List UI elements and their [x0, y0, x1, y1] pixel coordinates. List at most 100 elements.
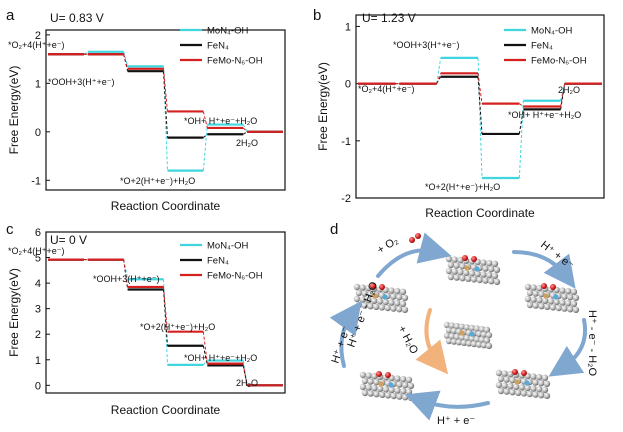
carbon-atom	[536, 386, 543, 393]
step-annotation: *O+2(H⁺+e⁻)+H₂O	[425, 182, 500, 192]
legend-entry: FeMo-N₆-OH	[531, 56, 587, 67]
carbon-atom	[388, 386, 395, 394]
carbon-atom	[365, 372, 372, 379]
carbon-atom	[455, 339, 463, 346]
legend-entry: FeN₄	[207, 256, 229, 267]
carbon-atom	[473, 325, 481, 332]
cycle-arrow	[329, 301, 362, 368]
carbon-atom	[470, 340, 478, 348]
plot-frame	[45, 231, 286, 394]
carbon-atom	[402, 394, 409, 401]
carbon-atom	[547, 298, 555, 305]
carbon-atom	[541, 374, 549, 381]
carbon-atom	[526, 289, 534, 297]
legend-entry: MoN₄-OH	[207, 26, 248, 37]
carbon-atom	[367, 303, 374, 310]
carbon-atom	[390, 293, 397, 300]
metal-atom	[469, 331, 475, 337]
carbon-atom	[443, 332, 451, 339]
legend-entry: FeMo-N₆-OH	[207, 56, 263, 67]
carbon-atom	[458, 334, 466, 341]
carbon-atom	[526, 390, 533, 398]
carbon-atom	[509, 389, 516, 396]
carbon-atom	[450, 338, 458, 345]
catalyst-model	[445, 255, 501, 285]
carbon-atom	[473, 336, 481, 343]
connector	[560, 83, 566, 107]
carbon-atom	[561, 305, 568, 312]
cycle-arrow	[548, 318, 587, 377]
oxygen-atom	[370, 283, 376, 289]
carbon-atom	[493, 266, 501, 273]
connector	[477, 73, 483, 104]
connector	[163, 286, 168, 332]
carbon-atom	[572, 294, 580, 301]
panel-letter-c: c	[6, 221, 14, 238]
carbon-atom	[503, 388, 510, 395]
carbon-atom	[371, 297, 378, 304]
carbon-atom	[445, 327, 453, 334]
carbon-atom	[483, 337, 491, 344]
carbon-atom	[501, 370, 508, 377]
connector	[242, 363, 248, 386]
carbon-atom	[396, 393, 403, 400]
plot-frame	[355, 14, 605, 199]
carbon-atom	[457, 269, 464, 276]
carbon-atom	[394, 288, 401, 295]
y-tick-label: 2	[35, 329, 41, 341]
carbon-atom	[353, 295, 361, 303]
carbon-atom	[361, 302, 368, 309]
connector	[518, 100, 524, 179]
connector	[202, 111, 208, 129]
legend-entry: FeN₄	[531, 41, 553, 52]
step-annotation: 2H₂O	[236, 378, 258, 388]
step-annotation: *OH+ H⁺+e⁻+H₂O	[184, 116, 257, 126]
carbon-atom	[400, 388, 407, 395]
carbon-atom	[524, 295, 532, 303]
metal-atom	[524, 380, 530, 386]
carbon-atom	[549, 304, 557, 311]
carbon-atom	[488, 278, 495, 285]
connector	[436, 73, 442, 84]
carbon-atom	[394, 387, 401, 394]
y-tick-label: 3	[35, 304, 41, 316]
connector	[477, 76, 483, 134]
connector	[560, 83, 566, 110]
carbon-atom	[447, 273, 455, 281]
legend: MoN₄-OH FeN₄ FeMo-N₆-OH	[180, 26, 263, 67]
carbon-atom	[382, 298, 389, 306]
connector	[436, 57, 442, 84]
carbon-atom	[526, 301, 534, 309]
carbon-atom	[373, 303, 380, 310]
carbon-atom	[532, 391, 539, 398]
step-annotation: *O+2(H⁺+e⁻)+H₂O	[120, 176, 195, 186]
carbon-atom	[450, 327, 458, 335]
cycle-arrow	[512, 250, 576, 289]
potential-label: U= 1.23 V	[362, 11, 416, 25]
carbon-atom	[565, 288, 572, 295]
series-femo	[358, 72, 602, 108]
y-axis-label: Free Energy(eV)	[7, 66, 21, 155]
carbon-atom	[480, 331, 488, 338]
y-tick-label: 2	[35, 30, 41, 42]
carbon-atom	[396, 381, 403, 388]
carbon-atom	[453, 323, 461, 330]
x-axis-label: Reaction Coordinate	[425, 206, 535, 220]
carbon-atom	[486, 260, 493, 267]
carbon-atom	[465, 275, 472, 282]
x-axis-label: Reaction Coordinate	[111, 199, 221, 213]
carbon-atom	[396, 306, 403, 313]
carbon-atom	[367, 390, 374, 397]
carbon-atom	[468, 335, 476, 342]
carbon-atom	[475, 341, 483, 348]
metal-atom	[514, 379, 520, 385]
catalyst-model	[443, 321, 493, 349]
y-tick-label: 6	[35, 227, 41, 239]
carbon-atom	[518, 384, 526, 391]
carbon-atom	[497, 375, 505, 383]
legend-entry: MoN₄-OH	[531, 26, 572, 37]
y-tick-label: 4	[35, 278, 41, 290]
cycle-label: H⁺ + e⁻	[437, 415, 475, 427]
carbon-atom	[365, 384, 372, 391]
